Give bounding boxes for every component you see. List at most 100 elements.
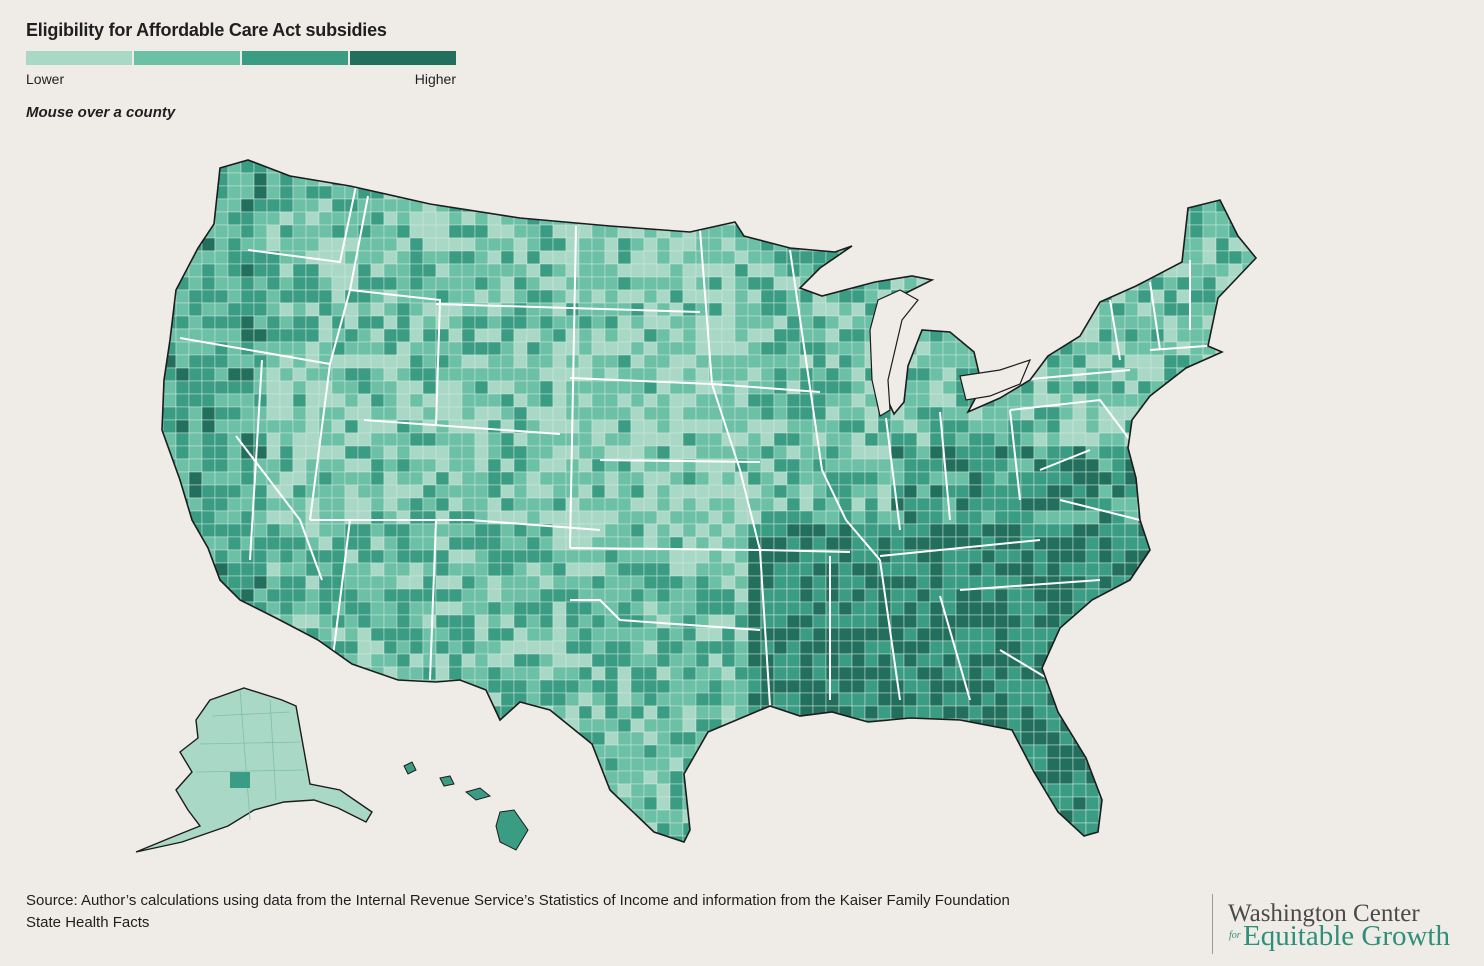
county-cell[interactable]: [1059, 432, 1074, 447]
county-cell[interactable]: [838, 419, 853, 434]
county-cell[interactable]: [1059, 250, 1074, 265]
county-cell[interactable]: [890, 172, 905, 187]
county-cell[interactable]: [838, 172, 853, 187]
county-cell[interactable]: [578, 562, 593, 577]
county-cell[interactable]: [773, 666, 788, 681]
county-cell[interactable]: [708, 601, 723, 616]
county-cell[interactable]: [1137, 744, 1152, 759]
county-cell[interactable]: [266, 302, 281, 317]
county-cell[interactable]: [318, 770, 333, 785]
county-cell[interactable]: [292, 380, 307, 395]
county-cell[interactable]: [734, 770, 749, 785]
county-cell[interactable]: [448, 835, 463, 849]
county-cell[interactable]: [240, 575, 255, 590]
county-cell[interactable]: [1189, 393, 1204, 408]
county-cell[interactable]: [1085, 523, 1100, 538]
county-cell[interactable]: [968, 614, 983, 629]
county-cell[interactable]: [942, 250, 957, 265]
county-cell[interactable]: [682, 562, 697, 577]
county-cell[interactable]: [786, 757, 801, 772]
county-cell[interactable]: [396, 744, 411, 759]
county-cell[interactable]: [214, 510, 229, 525]
county-cell[interactable]: [162, 198, 177, 213]
county-cell[interactable]: [1189, 588, 1204, 603]
county-cell[interactable]: [370, 523, 385, 538]
county-cell[interactable]: [305, 588, 320, 603]
county-cell[interactable]: [1254, 432, 1268, 447]
county-cell[interactable]: [1072, 341, 1087, 356]
county-cell[interactable]: [175, 549, 190, 564]
county-cell[interactable]: [240, 458, 255, 473]
county-cell[interactable]: [1033, 419, 1048, 434]
county-cell[interactable]: [526, 536, 541, 551]
county-cell[interactable]: [604, 406, 619, 421]
county-cell[interactable]: [877, 705, 892, 720]
county-cell[interactable]: [591, 549, 606, 564]
county-cell[interactable]: [565, 653, 580, 668]
county-cell[interactable]: [682, 731, 697, 746]
county-cell[interactable]: [1228, 237, 1243, 252]
county-cell[interactable]: [448, 315, 463, 330]
county-cell[interactable]: [942, 757, 957, 772]
county-cell[interactable]: [942, 744, 957, 759]
county-cell[interactable]: [1020, 315, 1035, 330]
county-cell[interactable]: [929, 198, 944, 213]
county-cell[interactable]: [903, 315, 918, 330]
county-cell[interactable]: [760, 835, 775, 849]
county-cell[interactable]: [1228, 783, 1243, 798]
county-cell[interactable]: [487, 562, 502, 577]
county-cell[interactable]: [1254, 679, 1268, 694]
county-cell[interactable]: [292, 679, 307, 694]
county-cell[interactable]: [214, 497, 229, 512]
county-cell[interactable]: [643, 510, 658, 525]
county-cell[interactable]: [747, 614, 762, 629]
county-cell[interactable]: [1268, 784, 1281, 797]
county-cell[interactable]: [799, 835, 814, 849]
county-cell[interactable]: [1202, 692, 1217, 707]
county-cell[interactable]: [968, 822, 983, 837]
county-cell[interactable]: [253, 588, 268, 603]
county-cell[interactable]: [344, 705, 359, 720]
county-cell[interactable]: [175, 302, 190, 317]
county-cell[interactable]: [357, 614, 372, 629]
county-cell[interactable]: [630, 640, 645, 655]
county-cell[interactable]: [500, 302, 515, 317]
county-cell[interactable]: [1137, 835, 1152, 849]
county-cell[interactable]: [591, 796, 606, 811]
county-cell[interactable]: [1072, 211, 1087, 226]
county-cell[interactable]: [318, 562, 333, 577]
county-cell[interactable]: [175, 536, 190, 551]
county-cell[interactable]: [838, 484, 853, 499]
county-cell[interactable]: [591, 562, 606, 577]
county-cell[interactable]: [1085, 406, 1100, 421]
county-cell[interactable]: [383, 471, 398, 486]
county-cell[interactable]: [279, 822, 294, 837]
county-cell[interactable]: [331, 835, 346, 849]
county-cell[interactable]: [942, 198, 957, 213]
county-cell[interactable]: [617, 445, 632, 460]
county-cell[interactable]: [903, 458, 918, 473]
county-cell[interactable]: [604, 315, 619, 330]
county-cell[interactable]: [799, 770, 814, 785]
county-cell[interactable]: [1189, 263, 1204, 278]
county-cell[interactable]: [1268, 771, 1281, 784]
county-cell[interactable]: [409, 328, 424, 343]
county-cell[interactable]: [643, 497, 658, 512]
county-cell[interactable]: [968, 510, 983, 525]
county-cell[interactable]: [1085, 809, 1100, 824]
county-cell[interactable]: [383, 406, 398, 421]
county-cell[interactable]: [903, 692, 918, 707]
county-cell[interactable]: [1150, 731, 1165, 746]
county-cell[interactable]: [656, 367, 671, 382]
county-cell[interactable]: [734, 653, 749, 668]
county-cell[interactable]: [150, 783, 164, 798]
county-cell[interactable]: [383, 484, 398, 499]
county-cell[interactable]: [1268, 615, 1281, 628]
county-cell[interactable]: [708, 783, 723, 798]
county-cell[interactable]: [695, 627, 710, 642]
county-cell[interactable]: [1176, 614, 1191, 629]
county-cell[interactable]: [786, 822, 801, 837]
county-cell[interactable]: [669, 211, 684, 226]
county-cell[interactable]: [214, 315, 229, 330]
county-cell[interactable]: [916, 160, 931, 174]
